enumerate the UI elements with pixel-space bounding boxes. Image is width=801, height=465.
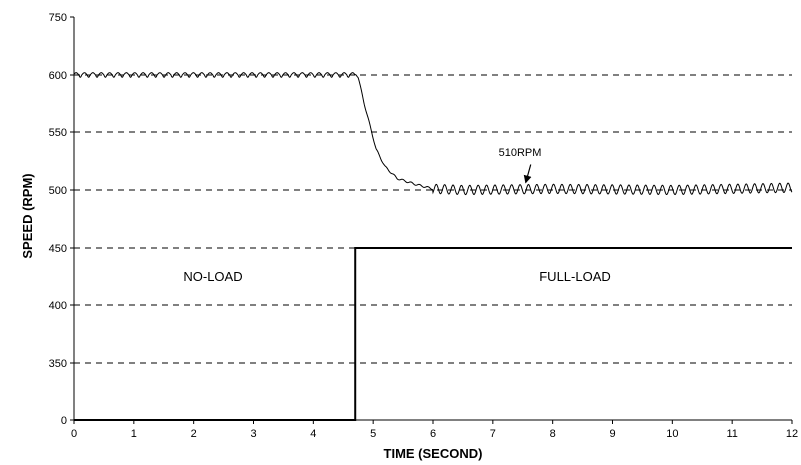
gridlines <box>74 74 792 364</box>
y-tick-label: 550 <box>49 127 67 139</box>
y-tick-label: 600 <box>49 70 67 82</box>
x-tick-label: 5 <box>370 428 376 440</box>
x-tick-label: 8 <box>550 428 556 440</box>
x-tick-label: 0 <box>71 428 77 440</box>
x-tick-label: 11 <box>726 428 737 440</box>
x-tick-label: 2 <box>191 428 197 440</box>
y-tick-label: 750 <box>49 12 67 24</box>
x-tick-label: 4 <box>310 428 316 440</box>
no-load-label: NO-LOAD <box>183 269 242 284</box>
speed-series-line <box>73 72 793 196</box>
x-tick-label: 1 <box>131 428 137 440</box>
y-tick-label: 0 <box>61 415 67 427</box>
series <box>73 72 793 421</box>
rpm-annotation-label: 510RPM <box>499 147 542 159</box>
y-tick-label: 400 <box>49 300 67 312</box>
y-tick-labels: 0 350 400 450 500 550 600 750 <box>49 12 67 427</box>
x-tick-label: 10 <box>666 428 678 440</box>
x-tick-label: 12 <box>786 428 798 440</box>
y-tick-label: 500 <box>49 185 67 197</box>
x-tick-label: 6 <box>430 428 436 440</box>
x-tick-label: 7 <box>490 428 496 440</box>
x-axis-title: TIME (SECOND) <box>384 446 483 461</box>
rpm-annotation-arrow <box>523 164 532 184</box>
x-tick-label: 9 <box>609 428 615 440</box>
full-load-label: FULL-LOAD <box>539 269 611 284</box>
x-tick-label: 3 <box>250 428 256 440</box>
y-axis-title: SPEED (RPM) <box>20 173 35 258</box>
x-tick-labels: 0 1 2 3 4 5 6 7 8 9 10 11 12 <box>71 428 798 440</box>
y-tick-label: 350 <box>49 358 67 370</box>
load-series-line <box>74 247 792 421</box>
y-tick-label: 450 <box>49 243 67 255</box>
